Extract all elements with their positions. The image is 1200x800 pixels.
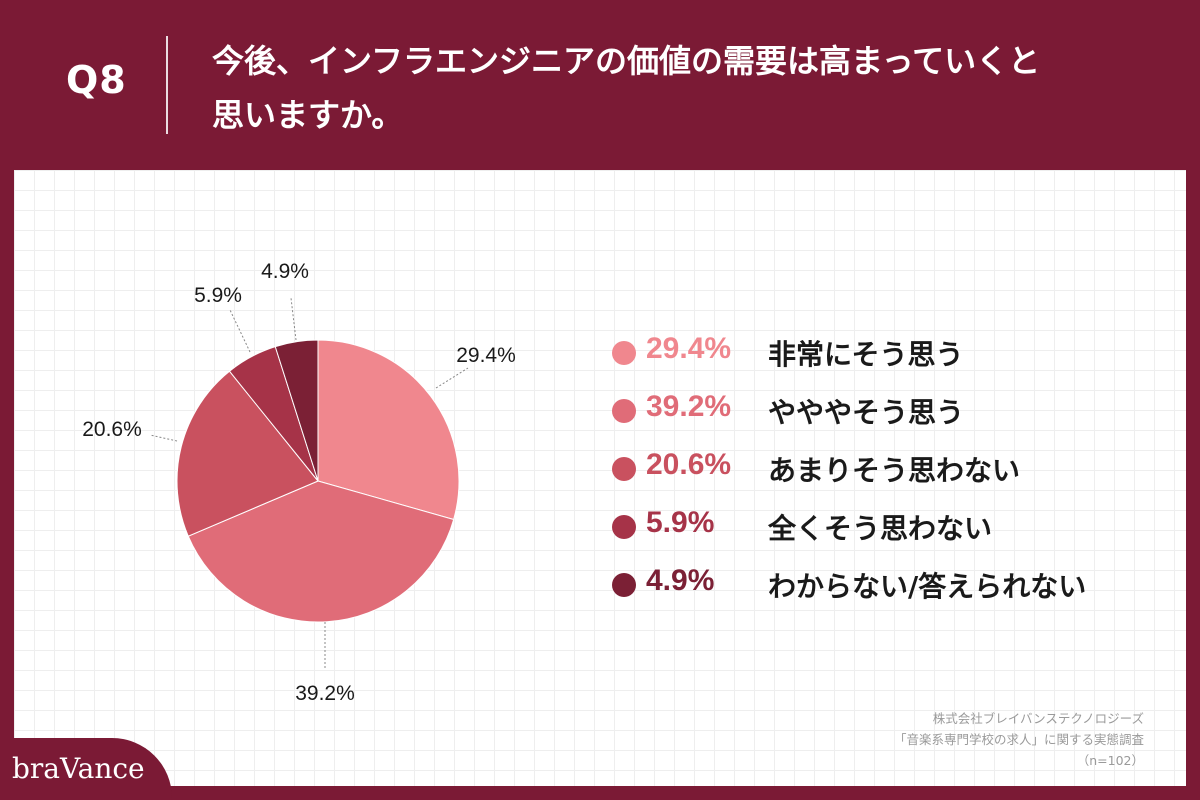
- legend-item-5: 4.9% わからない/答えられない: [612, 560, 1172, 618]
- pie-data-label-2: 39.2%: [295, 682, 355, 705]
- legend-item-4: 5.9% 全くそう思わない: [612, 502, 1172, 560]
- pie-data-label-4: 5.9%: [194, 284, 242, 307]
- chart-legend: 29.4% 非常にそう思う 39.2% やややそう思う 20.6% あまりそう思…: [612, 328, 1172, 618]
- legend-percent: 39.2%: [646, 390, 732, 423]
- leader-line-1: [435, 367, 469, 389]
- pie-data-label-1: 29.4%: [456, 344, 516, 367]
- legend-label: あまりそう思わない: [768, 454, 1021, 487]
- legend-color-dot: [612, 399, 636, 423]
- source-survey: 「音楽系専門学校の求人」に関する実態調査: [893, 732, 1144, 747]
- leader-line-5: [290, 297, 297, 341]
- legend-item-3: 20.6% あまりそう思わない: [612, 444, 1172, 502]
- pie-slice-2: [187, 480, 455, 623]
- legend-item-2: 39.2% やややそう思う: [612, 386, 1172, 444]
- legend-color-dot: [612, 573, 636, 597]
- legend-percent: 4.9%: [646, 564, 715, 597]
- pie-data-label-3: 20.6%: [82, 418, 142, 441]
- source-sample-size: （n=102）: [1076, 753, 1144, 768]
- legend-color-dot: [612, 515, 636, 539]
- legend-label: やややそう思う: [768, 396, 965, 429]
- pie-data-label-5: 4.9%: [261, 260, 309, 283]
- header-divider: [166, 36, 168, 134]
- pie-slice-5: [274, 339, 319, 482]
- legend-item-1: 29.4% 非常にそう思う: [612, 328, 1172, 386]
- source-company: 株式会社ブレイバンステクノロジーズ: [932, 711, 1144, 726]
- question-title-line2: 思いますか。: [212, 96, 404, 134]
- pie-slice-3: [176, 370, 319, 537]
- leader-line-3: [149, 434, 178, 442]
- source-note: 株式会社ブレイバンステクノロジーズ 「音楽系専門学校の求人」に関する実態調査 （…: [894, 708, 1144, 771]
- pie-slice-1: [317, 339, 460, 521]
- bravance-logo: braVance: [12, 752, 145, 785]
- legend-color-dot: [612, 341, 636, 365]
- legend-color-dot: [612, 457, 636, 481]
- legend-label: 全くそう思わない: [768, 512, 993, 545]
- question-title-line1: 今後、インフラエンジニアの価値の需要は高まっていくと: [212, 42, 1041, 80]
- header-banner: Q8 今後、インフラエンジニアの価値の需要は高まっていくと 思いますか。: [0, 0, 1200, 170]
- legend-percent: 5.9%: [646, 506, 715, 539]
- brand-tab: [0, 738, 172, 800]
- legend-percent: 20.6%: [646, 448, 732, 481]
- legend-label: わからない/答えられない: [768, 570, 1087, 603]
- question-number: Q8: [66, 58, 127, 102]
- legend-percent: 29.4%: [646, 332, 732, 365]
- leader-line-4: [229, 309, 251, 353]
- legend-label: 非常にそう思う: [768, 338, 964, 371]
- question-title: 今後、インフラエンジニアの価値の需要は高まっていくと 思いますか。: [212, 34, 1172, 142]
